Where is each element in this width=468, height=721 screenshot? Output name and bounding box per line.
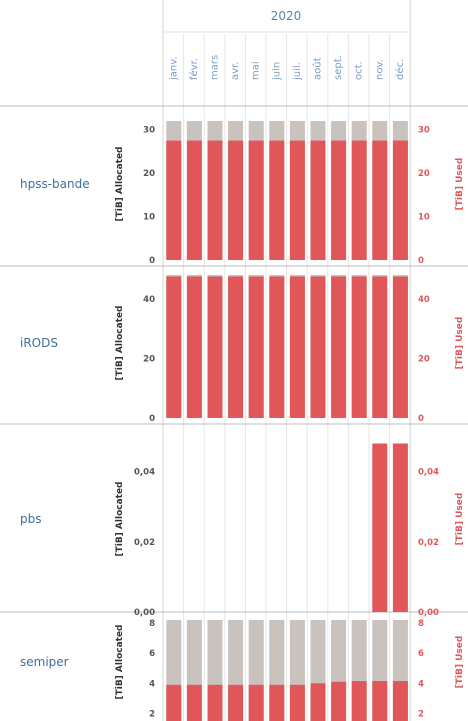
month-label: juil. <box>292 62 303 81</box>
right-tick-label: 40 <box>418 295 430 305</box>
left-tick-label: 20 <box>143 354 155 364</box>
left-tick-label: 2 <box>149 709 155 719</box>
right-tick-label: 20 <box>418 169 430 179</box>
left-tick-label: 0 <box>149 256 155 266</box>
used-bar <box>186 140 202 260</box>
used-bar <box>228 684 244 721</box>
month-label: juin <box>271 62 282 81</box>
used-bar <box>269 276 285 418</box>
right-tick-label: 0,04 <box>418 468 439 478</box>
used-bar <box>392 681 408 721</box>
used-bar <box>331 276 347 418</box>
month-label: sept. <box>333 55 344 80</box>
used-bar <box>166 140 182 260</box>
right-tick-label: 30 <box>418 126 430 136</box>
left-axis-title: [TiB] Allocated <box>115 481 125 556</box>
month-label: févr. <box>188 58 200 80</box>
used-bar <box>207 276 223 418</box>
panel-semiper: semiper [TiB] Allocated [TiB] Used 2 2 4 4 6 6 8 8 <box>20 619 465 721</box>
used-bar <box>310 276 326 418</box>
used-bar <box>207 140 223 260</box>
month-label: avr. <box>230 62 241 80</box>
left-tick-label: 0,04 <box>134 468 155 478</box>
used-bar <box>372 276 388 418</box>
panel-pbs: pbs [TiB] Allocated [TiB] Used 0,00 0,00 0,02… <box>20 443 465 618</box>
left-tick-label: 40 <box>143 295 155 305</box>
month-label: déc. <box>394 59 406 80</box>
used-bar <box>310 683 326 721</box>
used-bar <box>228 276 244 418</box>
used-bar <box>372 681 388 721</box>
left-axis-title: [TiB] Allocated <box>115 146 125 221</box>
used-bar <box>372 140 388 260</box>
right-tick-label: 8 <box>418 619 424 629</box>
left-tick-label: 6 <box>149 649 155 659</box>
left-tick-label: 0,00 <box>134 608 155 618</box>
right-tick-label: 0 <box>418 256 424 266</box>
right-tick-label: 6 <box>418 649 424 659</box>
left-tick-label: 20 <box>143 169 155 179</box>
used-bar <box>186 276 202 418</box>
right-tick-label: 4 <box>418 679 424 689</box>
left-tick-label: 0,02 <box>134 538 155 548</box>
month-label: oct. <box>354 61 365 80</box>
used-bar <box>228 140 244 260</box>
used-bar <box>331 140 347 260</box>
used-bar <box>351 140 367 260</box>
used-bar <box>248 684 264 721</box>
month-label: mai <box>251 61 262 80</box>
month-label: janv. <box>168 56 179 81</box>
right-tick-label: 20 <box>418 354 430 364</box>
left-tick-label: 8 <box>149 619 155 629</box>
right-tick-label: 0 <box>418 414 424 424</box>
panel-name-label: pbs <box>20 512 42 526</box>
right-axis-title: [TiB] Used <box>455 636 465 689</box>
panel-name-label: iRODS <box>20 336 58 350</box>
used-bar <box>331 681 347 721</box>
used-bar <box>207 684 223 721</box>
used-bar <box>248 140 264 260</box>
left-axis-title: [TiB] Allocated <box>115 305 125 380</box>
panel-irods: iRODS [TiB] Allocated [TiB] Used 0 0 20 20 40 40 <box>20 275 465 424</box>
left-tick-label: 0 <box>149 414 155 424</box>
right-tick-label: 0,00 <box>418 608 439 618</box>
used-bar <box>392 276 408 418</box>
panel-name-label: hpss-bande <box>20 177 90 191</box>
month-label: nov. <box>374 59 385 80</box>
left-tick-label: 30 <box>143 126 155 136</box>
year-label: 2020 <box>271 9 302 23</box>
chart-panels: hpss-bande [TiB] Allocated [TiB] Used 0 0 10 1… <box>20 121 465 721</box>
right-tick-label: 0,02 <box>418 538 439 548</box>
chart-header: 2020 <box>271 9 302 23</box>
panel-name-label: semiper <box>20 655 69 669</box>
panel-hpss-bande: hpss-bande [TiB] Allocated [TiB] Used 0 0 10 1… <box>20 121 465 266</box>
left-axis-title: [TiB] Allocated <box>115 624 125 699</box>
used-bar <box>269 140 285 260</box>
used-bar <box>392 443 408 612</box>
month-label: août <box>312 57 324 80</box>
used-bar <box>392 140 408 260</box>
right-axis-title: [TiB] Used <box>455 317 465 370</box>
used-bar <box>310 140 326 260</box>
used-bar <box>351 681 367 721</box>
used-bar <box>372 443 388 612</box>
used-bar <box>289 140 305 260</box>
month-label: mars <box>210 55 221 80</box>
used-bar <box>351 276 367 418</box>
used-bar <box>289 684 305 721</box>
used-bar <box>248 276 264 418</box>
used-bar <box>289 276 305 418</box>
left-tick-label: 10 <box>143 213 155 223</box>
used-bar <box>166 276 182 418</box>
used-bar <box>166 684 182 721</box>
right-tick-label: 10 <box>418 213 430 223</box>
right-axis-title: [TiB] Used <box>455 493 465 546</box>
used-bar <box>269 684 285 721</box>
left-tick-label: 4 <box>149 679 155 689</box>
used-bar <box>186 684 202 721</box>
right-tick-label: 2 <box>418 709 424 719</box>
right-axis-title: [TiB] Used <box>455 158 465 211</box>
